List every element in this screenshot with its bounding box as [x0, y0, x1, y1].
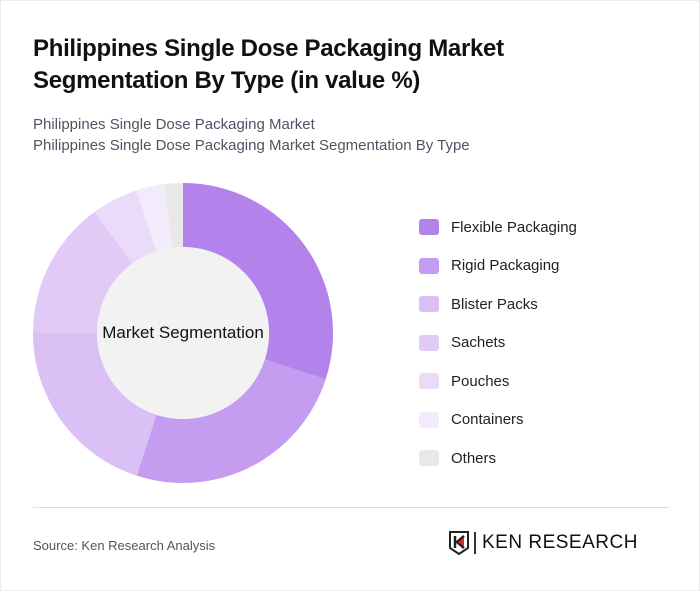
legend-label: Flexible Packaging [451, 218, 577, 236]
donut-slice-containers[interactable] [136, 184, 173, 252]
logo-text: KEN RESEARCH [482, 532, 638, 553]
legend-swatch [419, 373, 439, 390]
legend-label: Blister Packs [451, 295, 538, 313]
legend-item-sachets[interactable]: Sachets [419, 324, 577, 363]
ken-research-logo: KEN RESEARCH [449, 531, 638, 555]
legend-item-pouches[interactable]: Pouches [419, 362, 577, 401]
logo-divider [474, 532, 476, 554]
legend-item-blister-packs[interactable]: Blister Packs [419, 285, 577, 324]
legend-label: Containers [451, 411, 524, 429]
source-note: Source: Ken Research Analysis [33, 538, 216, 553]
donut-slice-flexible-packaging[interactable] [183, 183, 333, 380]
legend-swatch [419, 219, 439, 236]
footer-divider [33, 507, 669, 508]
chart-subtitle: Philippines Single Dose Packaging Market… [33, 114, 470, 156]
donut-slice-blister-packs[interactable] [33, 333, 157, 476]
legend-item-flexible-packaging[interactable]: Flexible Packaging [419, 208, 577, 247]
chart-title: Philippines Single Dose Packaging Market… [33, 35, 504, 94]
donut-slice-others[interactable] [164, 183, 183, 248]
legend-item-rigid-packaging[interactable]: Rigid Packaging [419, 247, 577, 286]
subtitle-line-2: Philippines Single Dose Packaging Market… [33, 137, 470, 154]
legend-swatch [419, 257, 439, 274]
legend-swatch [419, 296, 439, 313]
chart-legend: Flexible Packaging Rigid Packaging Blister… [419, 208, 577, 478]
legend-swatch [419, 334, 439, 351]
legend-swatch [419, 411, 439, 428]
legend-label: Rigid Packaging [451, 257, 560, 275]
ken-research-shield-icon [449, 531, 469, 555]
legend-label: Sachets [451, 334, 506, 352]
legend-label: Pouches [451, 372, 510, 390]
subtitle-line-1: Philippines Single Dose Packaging Market [33, 116, 315, 133]
donut-slice-rigid-packaging[interactable] [136, 359, 326, 483]
legend-label: Others [451, 449, 497, 467]
donut-slice-pouches[interactable] [94, 190, 157, 264]
donut-hole [97, 247, 269, 419]
legend-swatch [419, 450, 439, 467]
donut-slice-sachets[interactable] [33, 211, 133, 333]
legend-item-containers[interactable]: Containers [419, 401, 577, 440]
legend-item-others[interactable]: Others [419, 439, 577, 478]
donut-chart [33, 183, 333, 483]
